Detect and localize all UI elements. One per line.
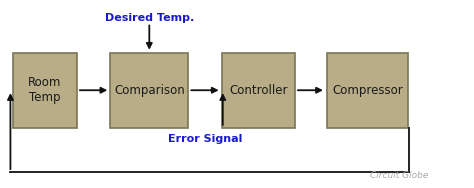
Bar (13, 53, 77, 128)
Text: Desired Temp.: Desired Temp. (105, 13, 194, 23)
Text: Room
Temp: Room Temp (28, 76, 62, 104)
Text: Circuit Globe: Circuit Globe (370, 171, 428, 180)
Bar (221, 53, 295, 128)
Text: Error Signal: Error Signal (168, 134, 243, 144)
Bar (327, 53, 408, 128)
Text: Compressor: Compressor (332, 84, 403, 97)
Bar (110, 53, 188, 128)
Text: Controller: Controller (229, 84, 288, 97)
Text: Comparison: Comparison (114, 84, 185, 97)
